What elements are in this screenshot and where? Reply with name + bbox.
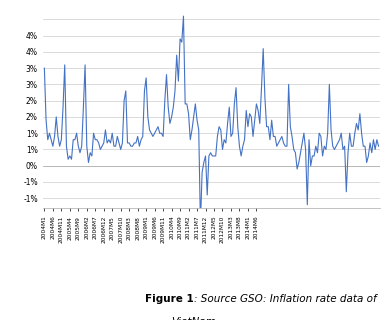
Text: : Source GSO: Inflation rate data of: : Source GSO: Inflation rate data of	[194, 294, 377, 304]
Text: Figure 1: Figure 1	[145, 294, 194, 304]
Text: VietNam: VietNam	[171, 317, 217, 320]
